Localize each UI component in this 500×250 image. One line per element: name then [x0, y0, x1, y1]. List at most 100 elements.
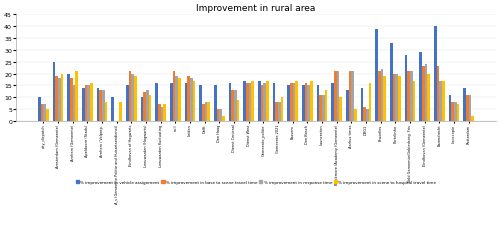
Bar	[378, 72, 380, 121]
Bar	[220, 110, 222, 121]
Bar	[202, 105, 204, 121]
Bar	[348, 72, 352, 121]
Bar	[272, 84, 276, 121]
Bar	[452, 102, 454, 121]
Bar	[216, 110, 220, 121]
Bar	[222, 117, 224, 121]
Bar	[469, 96, 472, 121]
Bar	[396, 74, 398, 121]
Legend: % improvement in vehicle assignment, % improvement in base to scene travel time,: % improvement in vehicle assignment, % i…	[74, 178, 438, 186]
Bar	[260, 86, 264, 121]
Bar	[336, 72, 340, 121]
Bar	[90, 84, 92, 121]
Bar	[72, 86, 76, 121]
Bar	[276, 102, 278, 121]
Bar	[252, 81, 254, 121]
Bar	[58, 79, 60, 121]
Bar	[424, 65, 428, 121]
Bar	[266, 81, 268, 121]
Bar	[442, 81, 444, 121]
Bar	[96, 88, 100, 121]
Bar	[102, 91, 104, 121]
Bar	[322, 96, 324, 121]
Bar	[437, 67, 440, 121]
Bar	[366, 110, 368, 121]
Bar	[158, 105, 160, 121]
Bar	[456, 105, 460, 121]
Bar	[288, 86, 290, 121]
Bar	[244, 81, 246, 121]
Bar	[324, 91, 328, 121]
Bar	[178, 79, 180, 121]
Bar	[132, 74, 134, 121]
Bar	[384, 76, 386, 121]
Bar	[192, 81, 196, 121]
Bar	[184, 84, 188, 121]
Bar	[246, 84, 248, 121]
Bar	[304, 84, 308, 121]
Bar	[172, 72, 176, 121]
Bar	[100, 91, 102, 121]
Bar	[156, 84, 158, 121]
Bar	[126, 86, 128, 121]
Bar	[68, 74, 70, 121]
Bar	[296, 81, 298, 121]
Bar	[317, 86, 320, 121]
Bar	[60, 74, 63, 121]
Bar	[340, 98, 342, 121]
Bar	[390, 44, 393, 121]
Bar	[236, 100, 240, 121]
Bar	[232, 91, 234, 121]
Bar	[280, 98, 283, 121]
Bar	[170, 84, 172, 121]
Bar	[464, 88, 466, 121]
Bar	[361, 88, 364, 121]
Bar	[308, 86, 310, 121]
Bar	[128, 72, 132, 121]
Bar	[320, 96, 322, 121]
Bar	[408, 72, 410, 121]
Bar	[190, 79, 192, 121]
Bar	[364, 107, 366, 121]
Bar	[56, 76, 58, 121]
Bar	[140, 98, 143, 121]
Bar	[228, 84, 232, 121]
Bar	[310, 81, 312, 121]
Bar	[472, 117, 474, 121]
Bar	[454, 102, 456, 121]
Bar	[46, 110, 48, 121]
Bar	[88, 86, 90, 121]
Bar	[422, 67, 424, 121]
Bar	[346, 91, 348, 121]
Bar	[40, 105, 43, 121]
Bar	[164, 105, 166, 121]
Bar	[120, 102, 122, 121]
Bar	[398, 76, 400, 121]
Bar	[38, 98, 40, 121]
Bar	[410, 72, 412, 121]
Bar	[428, 74, 430, 121]
Title: Improvement in rural area: Improvement in rural area	[196, 4, 316, 13]
Bar	[248, 84, 252, 121]
Bar	[466, 96, 469, 121]
Bar	[52, 62, 56, 121]
Bar	[134, 76, 136, 121]
Bar	[376, 30, 378, 121]
Bar	[302, 86, 304, 121]
Bar	[104, 102, 108, 121]
Bar	[264, 84, 266, 121]
Bar	[258, 81, 260, 121]
Bar	[434, 27, 437, 121]
Bar	[112, 98, 114, 121]
Bar	[412, 81, 416, 121]
Bar	[148, 96, 152, 121]
Bar	[76, 72, 78, 121]
Bar	[449, 96, 452, 121]
Bar	[204, 102, 208, 121]
Bar	[234, 91, 236, 121]
Bar	[332, 84, 334, 121]
Bar	[144, 93, 146, 121]
Bar	[70, 79, 72, 121]
Bar	[334, 72, 336, 121]
Bar	[292, 84, 296, 121]
